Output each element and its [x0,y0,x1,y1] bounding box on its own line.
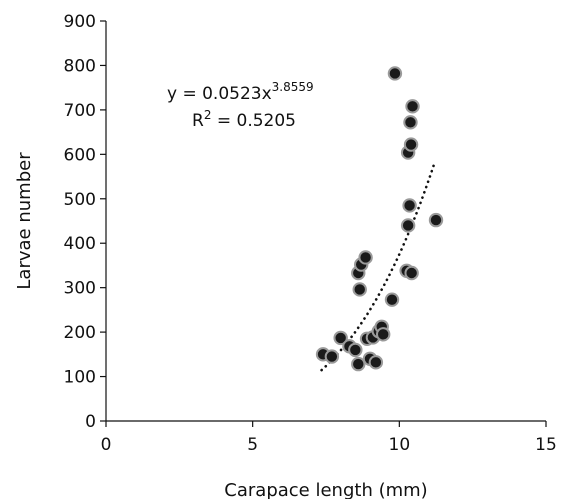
equation-exponent: 3.8559 [272,80,314,94]
data-points [317,67,442,370]
x-ticks: 0 5 10 15 [101,421,557,455]
r-squared: R2 = 0.5205 [192,108,296,131]
data-point [403,199,415,211]
x-tick-label: 15 [535,435,557,455]
data-point [377,328,389,340]
y-tick-label: 500 [64,190,96,210]
data-point [386,293,398,305]
y-tick-label: 800 [64,56,96,76]
data-point [406,100,418,112]
y-tick-label: 200 [64,323,96,343]
r-squared-power: 2 [204,108,212,122]
data-point [370,356,382,368]
axes [106,21,546,421]
y-ticks: 0 100 200 300 400 500 600 700 800 900 [64,12,106,432]
regression-equation: y = 0.0523x3.8559 [167,80,314,104]
data-point [359,251,371,263]
data-point [404,116,416,128]
data-point [405,267,417,279]
x-tick-label: 5 [247,435,258,455]
y-tick-label: 600 [64,145,96,165]
y-tick-label: 900 [64,12,96,32]
x-axis-label: Carapace length (mm) [224,480,427,499]
x-tick-label: 10 [389,435,411,455]
equation-base: y = 0.0523x [167,84,272,104]
data-point [352,358,364,370]
y-tick-label: 300 [64,279,96,299]
data-point [326,350,338,362]
y-tick-label: 700 [64,101,96,121]
r-squared-value: = 0.5205 [211,111,296,131]
x-tick-label: 0 [101,435,112,455]
data-point [430,214,442,226]
y-axis-label: Larvae number [14,152,35,290]
data-point [405,138,417,150]
data-point [349,344,361,356]
y-tick-label: 0 [85,412,96,432]
y-tick-label: 100 [64,368,96,388]
y-tick-label: 400 [64,234,96,254]
data-point [354,283,366,295]
r-squared-symbol: R [192,111,204,131]
data-point [389,67,401,79]
data-point [402,219,414,231]
